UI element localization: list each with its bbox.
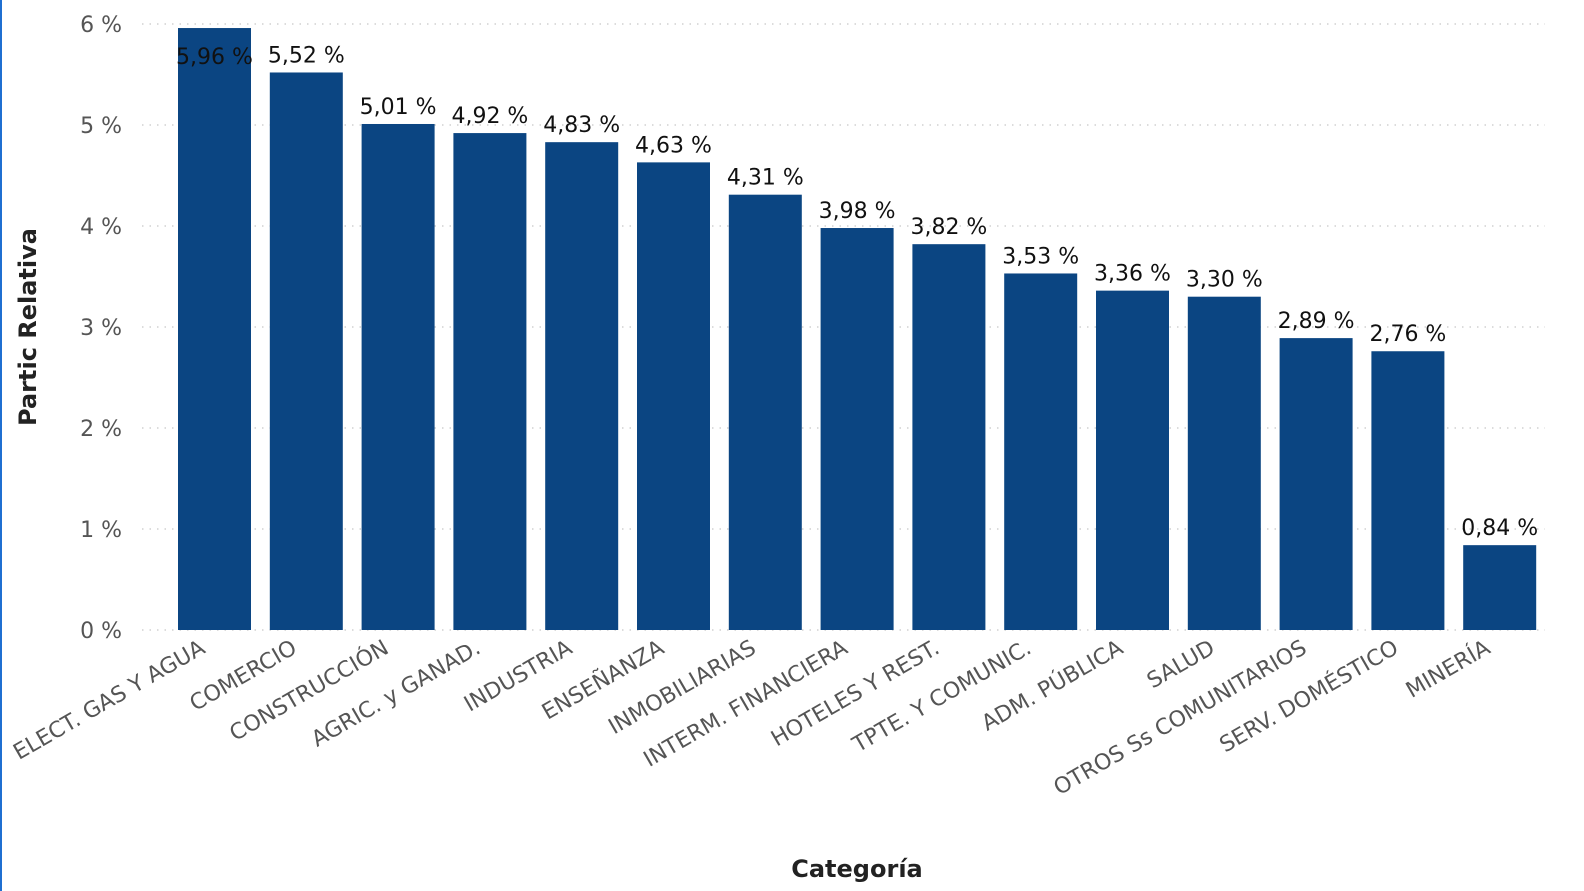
y-tick-label: 6 % <box>80 13 122 38</box>
x-tick-label: SALUD <box>1143 636 1219 694</box>
data-label: 3,98 % <box>819 199 896 224</box>
y-axis-ticks: 0 % 1 % 2 % 3 % 4 % 5 % 6 % <box>80 13 122 644</box>
y-tick-label: 1 % <box>80 518 122 543</box>
data-label: 2,76 % <box>1369 322 1446 347</box>
data-label: 3,53 % <box>1002 244 1079 269</box>
bar <box>1371 351 1445 630</box>
data-label: 4,63 % <box>635 133 712 158</box>
data-label: 3,82 % <box>910 215 987 240</box>
bar <box>361 123 435 631</box>
x-tick-label: ELECT. GAS Y AGUA <box>9 636 209 766</box>
data-label: 4,83 % <box>543 113 620 138</box>
y-tick-label: 0 % <box>80 619 122 644</box>
y-tick-label: 3 % <box>80 316 122 341</box>
data-label: 5,01 % <box>360 95 437 120</box>
frame-edge <box>0 0 2 891</box>
x-axis-ticks: ELECT. GAS Y AGUACOMERCIOCONSTRUCCIÓNAGR… <box>9 634 1494 801</box>
y-tick-label: 5 % <box>80 114 122 139</box>
data-label: 4,92 % <box>451 104 528 129</box>
data-label: 3,36 % <box>1094 262 1171 287</box>
data-label: 0,84 % <box>1461 516 1538 541</box>
bar <box>1463 545 1537 630</box>
data-label: 5,96 % <box>176 45 253 70</box>
data-label: 5,52 % <box>268 43 345 68</box>
data-label: 2,89 % <box>1278 309 1355 334</box>
data-label: 4,31 % <box>727 166 804 191</box>
y-tick-label: 2 % <box>80 417 122 442</box>
y-axis-title: Partic Relativa <box>14 228 42 426</box>
bar <box>912 244 986 630</box>
bar <box>269 72 343 631</box>
bar <box>545 142 619 631</box>
x-tick-label: SERV. DOMÉSTICO <box>1215 635 1403 758</box>
x-tick-label: MINERÍA <box>1401 635 1494 704</box>
bar <box>1279 338 1353 630</box>
bar <box>1004 273 1078 630</box>
y-tick-label: 4 % <box>80 215 122 240</box>
bar <box>178 28 251 631</box>
bar <box>1096 290 1169 630</box>
data-label: 3,30 % <box>1186 268 1263 293</box>
x-tick-label: AGRIC. y GANAD. <box>308 636 485 753</box>
bar <box>820 228 894 630</box>
data-labels: 5,96 % 5,52 % 5,01 % 4,92 % 4,83 % 4,63 % 4,31… <box>176 43 1538 541</box>
bar <box>637 162 710 630</box>
bar <box>453 133 527 630</box>
bar <box>728 194 802 630</box>
x-axis-title: Categoría <box>791 855 922 883</box>
bar <box>1187 296 1261 630</box>
bars <box>178 28 1537 631</box>
